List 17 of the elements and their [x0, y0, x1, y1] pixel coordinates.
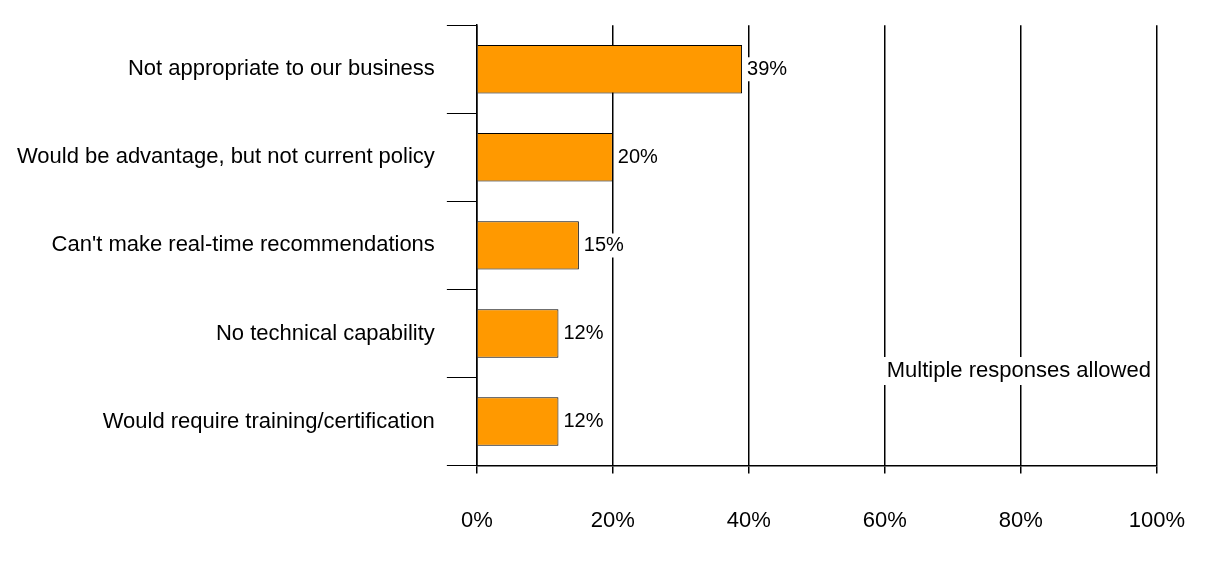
x-tick-label: 100% [1128, 506, 1186, 532]
y-tick-label: Would be advantage, but not current policy [16, 143, 435, 169]
x-tick-label: 80% [998, 506, 1043, 532]
data-label: 39% [747, 56, 788, 79]
annotation: Multiple responses allowed [886, 356, 1151, 382]
y-tick-label: Would require training/certification [102, 407, 435, 433]
y-tick-label: No technical capability [215, 319, 435, 345]
x-tick-label: 0% [460, 506, 493, 532]
x-tick-label: 40% [726, 506, 771, 532]
x-tick-label: 20% [590, 506, 635, 532]
x-tick-label: 60% [862, 506, 907, 532]
data-label: 12% [563, 321, 604, 343]
data-label: 20% [617, 144, 659, 167]
data-label: 12% [563, 409, 604, 432]
y-tick-label: Can't make real-time recommendations [51, 231, 435, 257]
data-label: 15% [583, 232, 625, 255]
y-tick-label: Not appropriate to our business [127, 55, 435, 81]
